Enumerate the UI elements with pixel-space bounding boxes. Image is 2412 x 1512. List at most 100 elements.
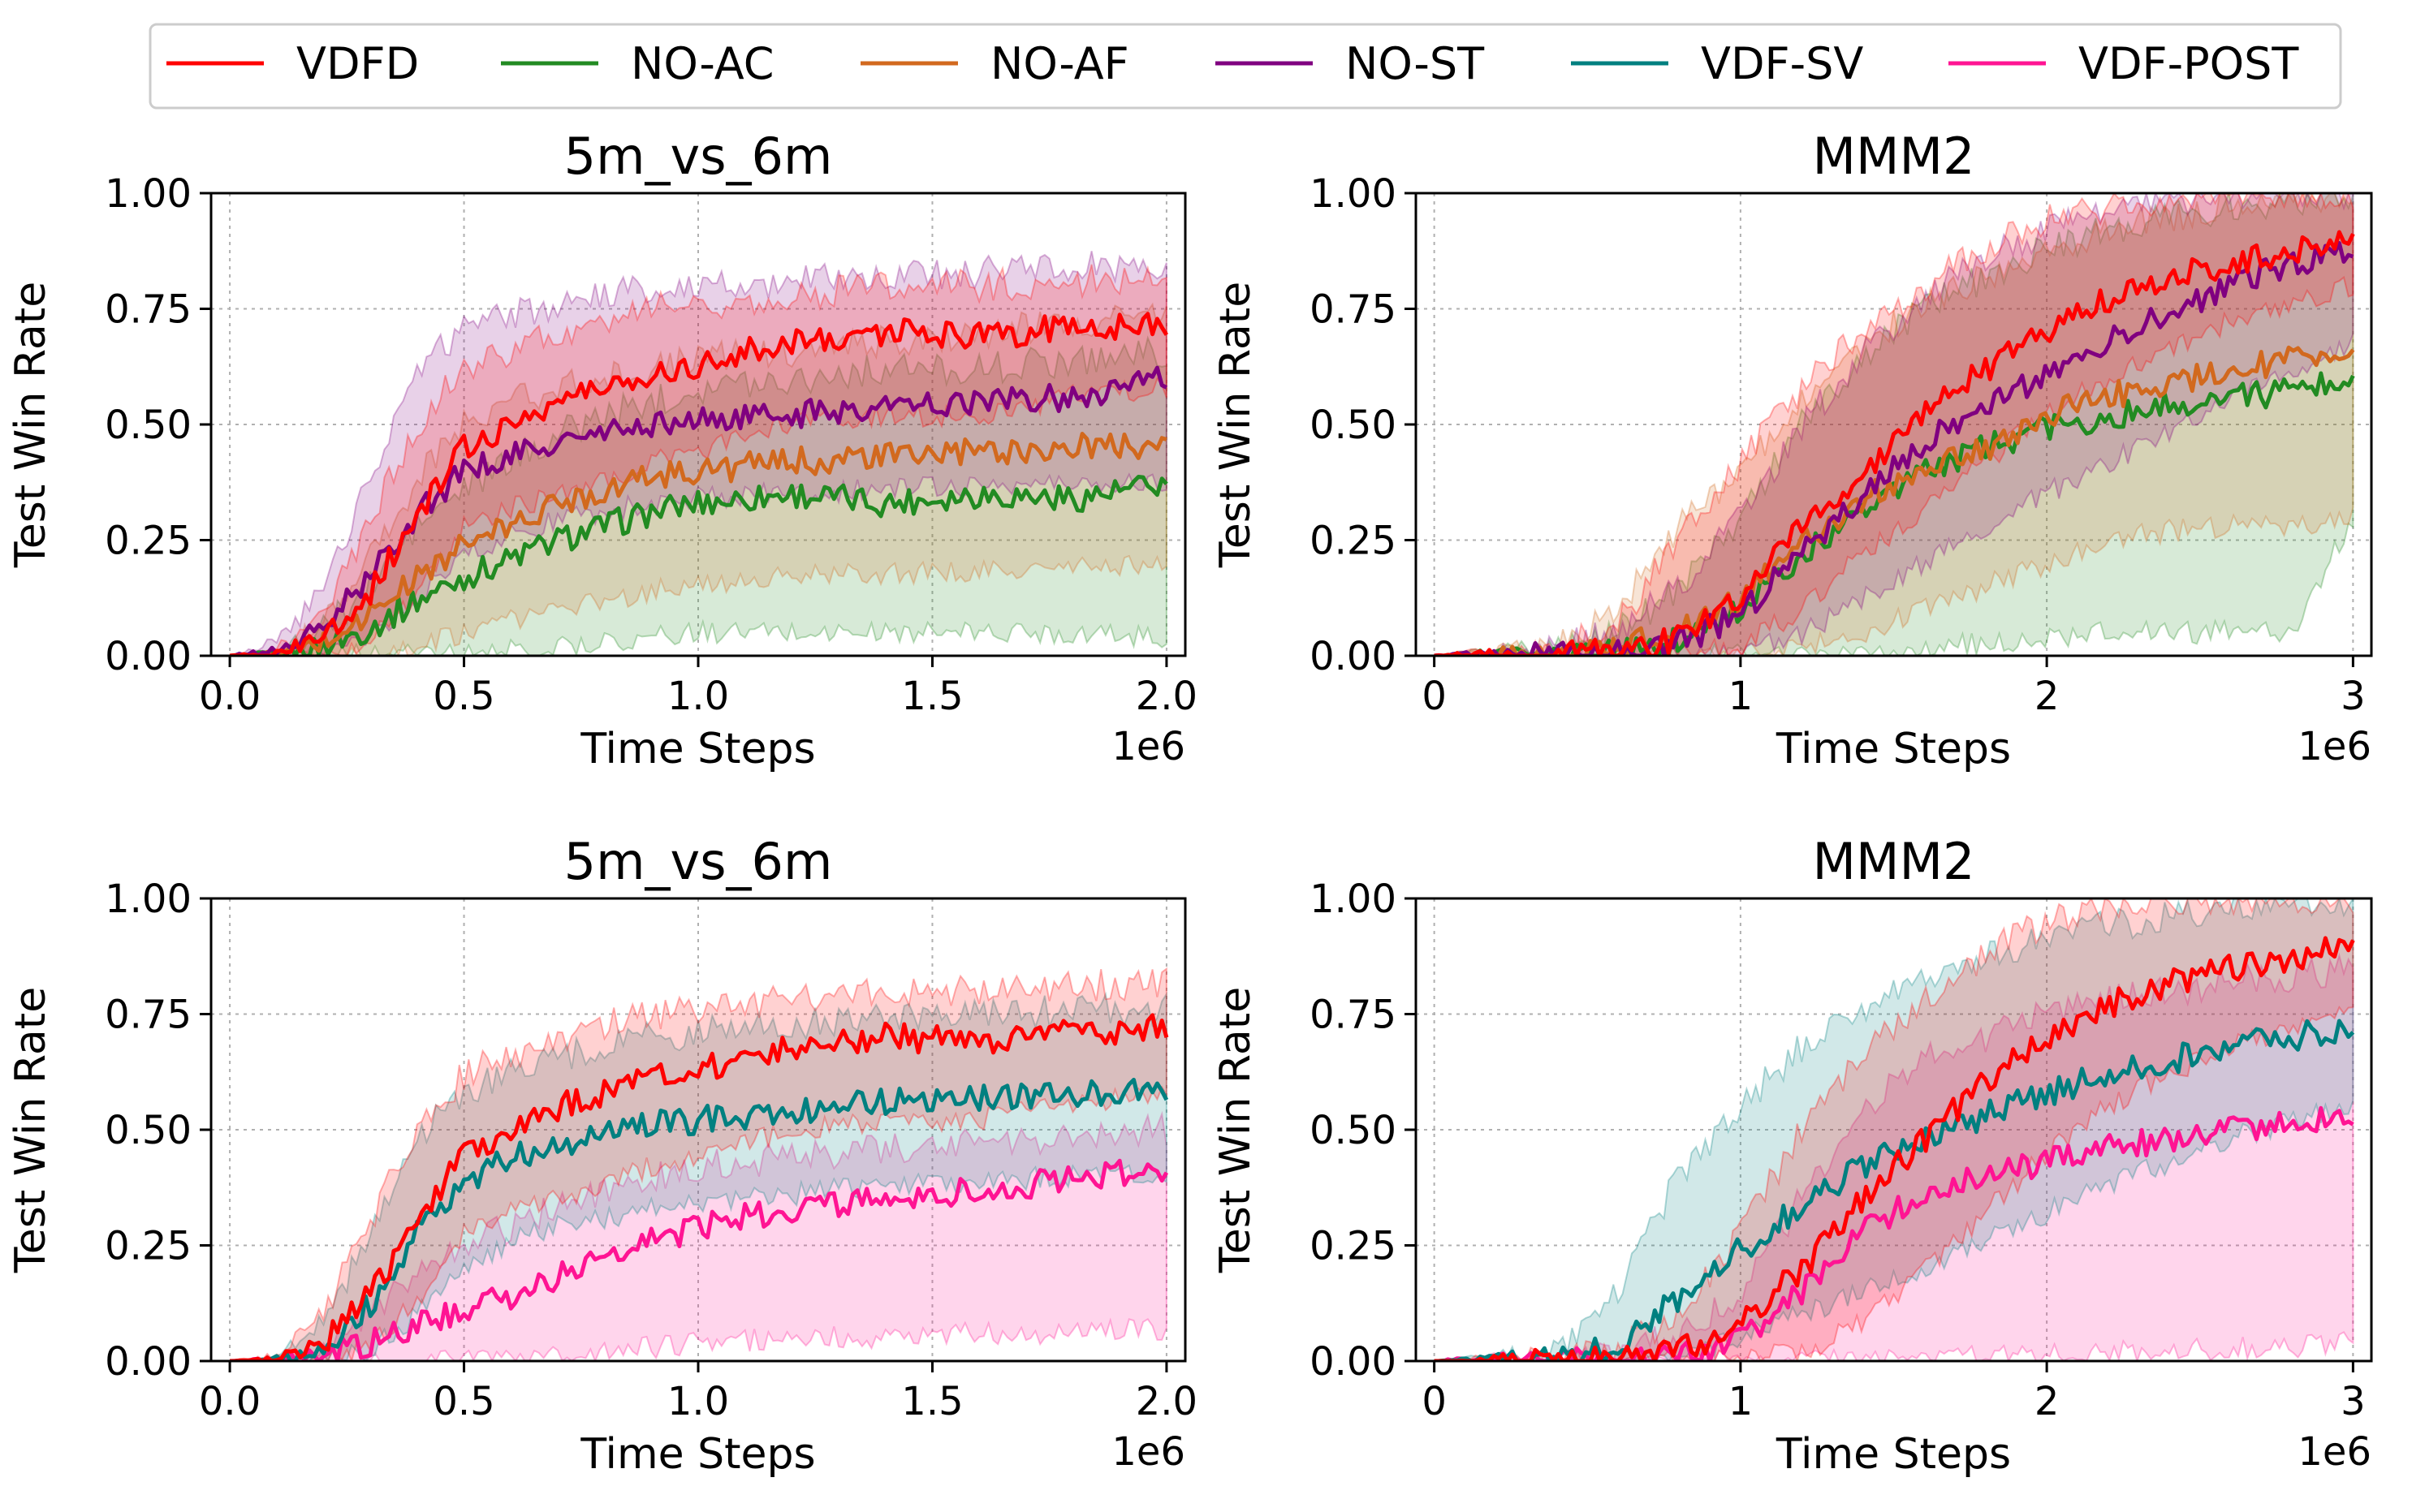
- subplots: 0.0 0.5 1.0 1.5 2.00.000.250.500.751.005m_vs…: [6, 127, 2373, 1479]
- legend-frame: [149, 23, 2342, 110]
- x-tick-label: 2: [2034, 674, 2060, 719]
- chart-title: 5m_vs_6m: [564, 127, 833, 186]
- y-tick-label: 1.00: [1310, 171, 1396, 217]
- y-axis-label: Test Win Rate: [6, 987, 55, 1273]
- x-axis-multiplier: 1e6: [2298, 724, 2371, 769]
- legend: VDFD NO-AC NO-AF NO-ST VDF-SV VDF-POST: [149, 23, 2342, 110]
- subplot-1: 0.0 0.5 1.0 1.5 2.0 0.00 0.25 0.50 0.75 1.00 5m_vs…: [6, 127, 1197, 773]
- y-tick-label: 1.00: [105, 171, 192, 217]
- x-tick-label: 1.0: [667, 674, 729, 719]
- subplot-4: 0 1 2 3 0.00 0.25 0.50 0.75 1.00 MMM2 Time Steps 1e…: [1211, 832, 2373, 1479]
- y-tick-label: 1.00: [105, 877, 192, 922]
- y-tick-label: 0.00: [105, 634, 192, 679]
- legend-label: NO-AF: [990, 38, 1129, 89]
- subplot-2: 0 1 2 3 0.00 0.25 0.50 0.75 1.00 MMM2 Time Steps 1e…: [1211, 127, 2373, 773]
- x-axis-label: Time Steps: [1776, 725, 2011, 773]
- x-tick-label: 0: [1422, 1379, 1447, 1424]
- y-tick-label: 0.00: [105, 1339, 192, 1385]
- ticks: 0 1 2 3 0.00 0.25 0.50 0.75 1.00: [1310, 171, 2366, 719]
- x-tick-label: 3: [2341, 674, 2366, 719]
- y-tick-label: 0.75: [1310, 287, 1396, 333]
- legend-item-no-ac: NO-AC: [501, 38, 774, 89]
- series-line-vdf-sv: [1434, 1019, 2355, 1361]
- x-tick-label: 0.5: [433, 674, 494, 719]
- x-axis-multiplier: 1e6: [1111, 1429, 1185, 1475]
- x-tick-label: 0: [1422, 674, 1447, 719]
- band-vdf-post: [230, 1110, 1167, 1361]
- band-vdf-sv: [229, 991, 1167, 1361]
- y-tick-label: 0.75: [105, 993, 192, 1038]
- legend-item-vdfd: VDFD: [166, 38, 419, 89]
- series-line-no-st: [229, 365, 1168, 656]
- y-tick-label: 0.50: [1310, 1108, 1396, 1153]
- x-tick-label: 1: [1728, 674, 1754, 719]
- series-line-vdf-post: [230, 1158, 1169, 1361]
- x-axis-label: Time Steps: [580, 1430, 815, 1479]
- plot-area: [1434, 193, 2355, 656]
- plot-area: [1434, 898, 2355, 1361]
- legend-item-no-st: NO-ST: [1215, 38, 1485, 89]
- x-tick-label: 2: [2034, 1379, 2060, 1424]
- ticks: 0 1 2 3 0.00 0.25 0.50 0.75 1.00: [1310, 877, 2366, 1424]
- legend-item-no-af: NO-AF: [861, 38, 1129, 89]
- legend-label: NO-ST: [1345, 38, 1485, 89]
- chart-title: MMM2: [1813, 127, 1975, 186]
- series-line-vdfd: [1434, 230, 2355, 656]
- series-line-no-ac: [230, 475, 1168, 656]
- series-line-vdf-post: [1434, 1105, 2354, 1361]
- x-tick-label: 0.0: [199, 674, 261, 719]
- band-no-st: [229, 251, 1167, 656]
- band-no-ac: [1434, 193, 2354, 656]
- band-vdfd: [230, 264, 1167, 656]
- y-axis-label: Test Win Rate: [1211, 987, 1260, 1273]
- y-tick-label: 0.50: [105, 403, 192, 448]
- y-axis-label: Test Win Rate: [1211, 282, 1260, 568]
- y-tick-label: 0.75: [105, 287, 192, 333]
- x-tick-label: 3: [2341, 1379, 2366, 1424]
- y-tick-label: 0.25: [1310, 519, 1396, 564]
- y-tick-label: 0.25: [1310, 1224, 1396, 1269]
- chart-title: 5m_vs_6m: [564, 832, 833, 891]
- plot-area: [229, 251, 1169, 656]
- legend-label: VDF-POST: [2078, 38, 2299, 89]
- series-line-vdf-sv: [230, 1078, 1169, 1361]
- y-tick-label: 1.00: [1310, 877, 1396, 922]
- x-tick-label: 1.5: [901, 674, 963, 719]
- series-line-no-af: [229, 432, 1167, 656]
- series-line-vdfd: [1434, 936, 2355, 1361]
- ticks: 0.0 0.5 1.0 1.5 2.0 0.00 0.25 0.50 0.75 1.00: [105, 877, 1197, 1424]
- x-tick-label: 1.5: [901, 1379, 963, 1424]
- plot-area: [229, 967, 1169, 1361]
- x-axis-multiplier: 1e6: [1111, 724, 1185, 769]
- x-tick-label: 0.0: [199, 1379, 261, 1424]
- legend-item-vdf-post: VDF-POST: [1948, 38, 2299, 89]
- x-tick-label: 0.5: [433, 1379, 494, 1424]
- y-tick-label: 0.50: [105, 1108, 192, 1153]
- x-tick-label: 2.0: [1136, 1379, 1197, 1424]
- legend-item-vdf-sv: VDF-SV: [1571, 38, 1863, 89]
- series-line-vdfd: [230, 1013, 1169, 1361]
- y-tick-label: 0.00: [1310, 1339, 1396, 1385]
- series-line-vdfd: [229, 312, 1169, 656]
- x-axis-multiplier: 1e6: [2298, 1429, 2371, 1475]
- subplot-3: 0.0 0.5 1.0 1.5 2.0 0.00 0.25 0.50 0.75 1.00 5m_vs…: [6, 832, 1197, 1479]
- x-tick-label: 1: [1728, 1379, 1754, 1424]
- y-tick-label: 0.25: [105, 519, 192, 564]
- x-axis-label: Time Steps: [1776, 1430, 2011, 1479]
- y-tick-label: 0.00: [1310, 634, 1396, 679]
- x-tick-label: 1.0: [667, 1379, 729, 1424]
- y-tick-label: 0.25: [105, 1224, 192, 1269]
- y-tick-label: 0.75: [1310, 993, 1396, 1038]
- legend-label: NO-AC: [631, 38, 774, 89]
- ticks: 0.0 0.5 1.0 1.5 2.0 0.00 0.25 0.50 0.75 1.00: [105, 171, 1197, 719]
- series-line-no-st: [1434, 241, 2354, 656]
- y-tick-label: 0.50: [1310, 403, 1396, 448]
- y-axis-label: Test Win Rate: [6, 282, 55, 568]
- x-tick-label: 2.0: [1136, 674, 1197, 719]
- legend-label: VDFD: [296, 38, 419, 89]
- chart-title: MMM2: [1813, 832, 1975, 891]
- band-vdf-sv: [1434, 898, 2354, 1361]
- legend-label: VDF-SV: [1701, 38, 1863, 89]
- x-axis-label: Time Steps: [580, 725, 815, 773]
